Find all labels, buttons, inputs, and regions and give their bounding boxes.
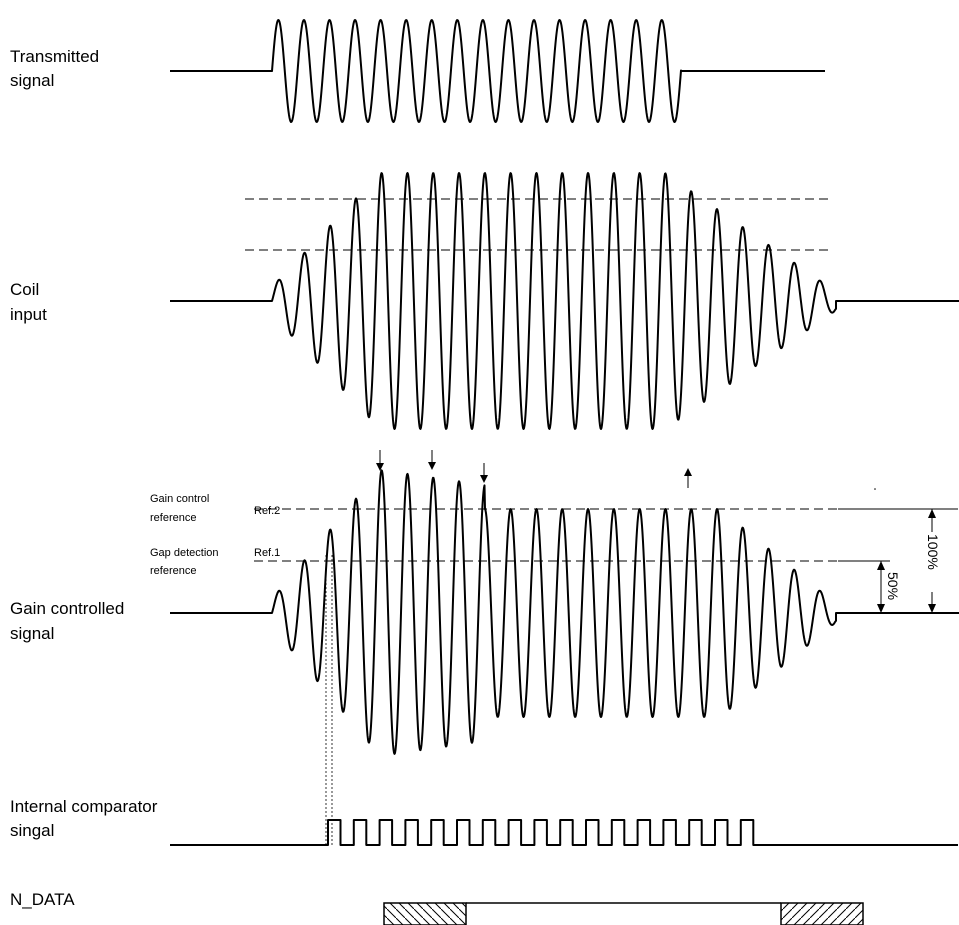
comparator-label-line1: Internal comparator bbox=[10, 797, 158, 816]
ndata-hatched-end bbox=[780, 902, 864, 925]
ndata-signal bbox=[383, 902, 864, 925]
gain-control-ref-line1: Gain control bbox=[150, 493, 209, 505]
gain-label-line2: signal bbox=[10, 624, 54, 643]
comparator-pulse-train bbox=[170, 819, 958, 846]
gain-label-line1: Gain controlled bbox=[10, 599, 124, 618]
comparator-label-line2: singal bbox=[10, 821, 54, 840]
gain-decrease-arrow bbox=[480, 463, 488, 483]
dimension-100-percent: 100% bbox=[925, 509, 941, 613]
gain-decrease-arrow bbox=[428, 450, 436, 470]
gap-detection-ref-line2: reference bbox=[150, 565, 196, 577]
gain-control-ref-line2: reference bbox=[150, 512, 196, 524]
ndata-hatched-start bbox=[383, 902, 467, 925]
dimension-50-label: 50% bbox=[885, 572, 901, 600]
gain-decrease-arrow bbox=[376, 450, 384, 471]
dimension-50-percent: 50% bbox=[877, 561, 901, 613]
transmitted-label-line1: Transmitted bbox=[10, 47, 99, 66]
coil-label-line2: input bbox=[10, 305, 47, 324]
gain-controlled-waveform bbox=[170, 469, 959, 755]
gain-increase-arrow bbox=[684, 468, 692, 488]
transmitted-label-line2: signal bbox=[10, 71, 54, 90]
stray-dot bbox=[874, 488, 876, 490]
gap-detection-ref-line1: Gap detection bbox=[150, 547, 219, 559]
transmitted-signal-waveform bbox=[170, 19, 825, 123]
dimension-100-label: 100% bbox=[925, 534, 941, 570]
ref2-label: Ref.2 bbox=[254, 505, 280, 517]
coil-label-line1: Coil bbox=[10, 280, 39, 299]
ref1-label: Ref.1 bbox=[254, 547, 280, 559]
ndata-label: N_DATA bbox=[10, 890, 75, 909]
coil-input-waveform bbox=[170, 172, 959, 430]
